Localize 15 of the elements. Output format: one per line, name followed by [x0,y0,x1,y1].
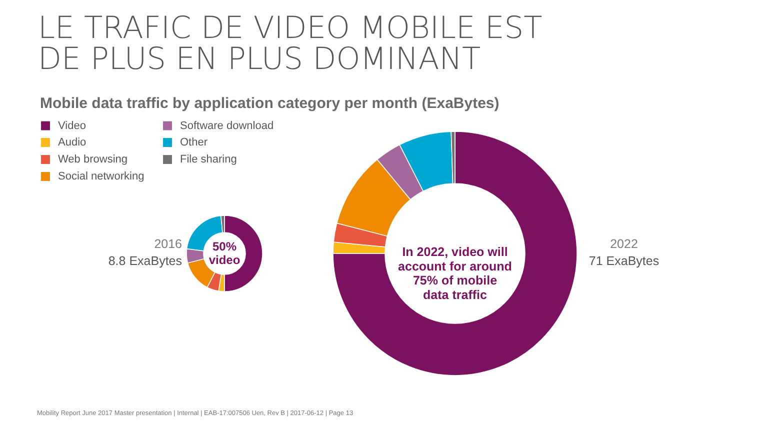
legend-label: Video [58,120,86,132]
text: 8.8 ExaBytes [108,254,182,268]
legend-label: Other [180,136,208,148]
legend-label: Audio [58,136,86,148]
slice-label: 2016 [154,237,182,251]
legend-label: Web browsing [58,154,128,166]
slice-label: 2022 [610,237,638,251]
text: 50% video [208,240,240,267]
legend-label: Software download [180,120,274,132]
chart-subtitle: Mobile data traffic by application category per month (ExaBytes) [40,95,500,112]
text: 71 ExaBytes [588,254,660,268]
text: In 2022, video will account for around 75% of mobile data traffic [398,245,512,302]
chart-title: LE TRAFIC DE VIDEO MOBILE EST DE PLUS EN PLUS DOMINANT [38,11,542,77]
legend-label: File sharing [180,154,237,166]
legend-label: Social networking [58,170,144,182]
